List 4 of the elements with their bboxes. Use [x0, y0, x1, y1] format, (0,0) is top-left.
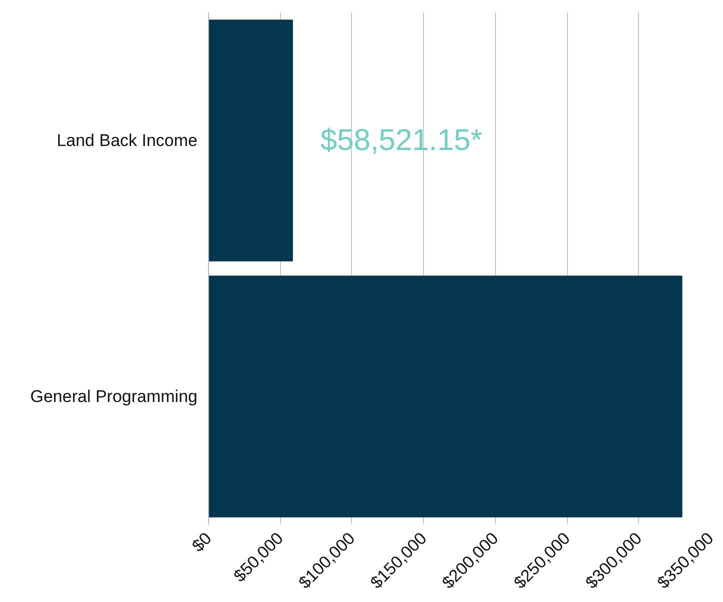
x-tick-label: $0 — [188, 528, 216, 556]
y-tick-label: General Programming — [30, 387, 198, 406]
data-label: $58,521.15* — [320, 124, 483, 157]
y-tick-label: Land Back Income — [56, 131, 198, 150]
